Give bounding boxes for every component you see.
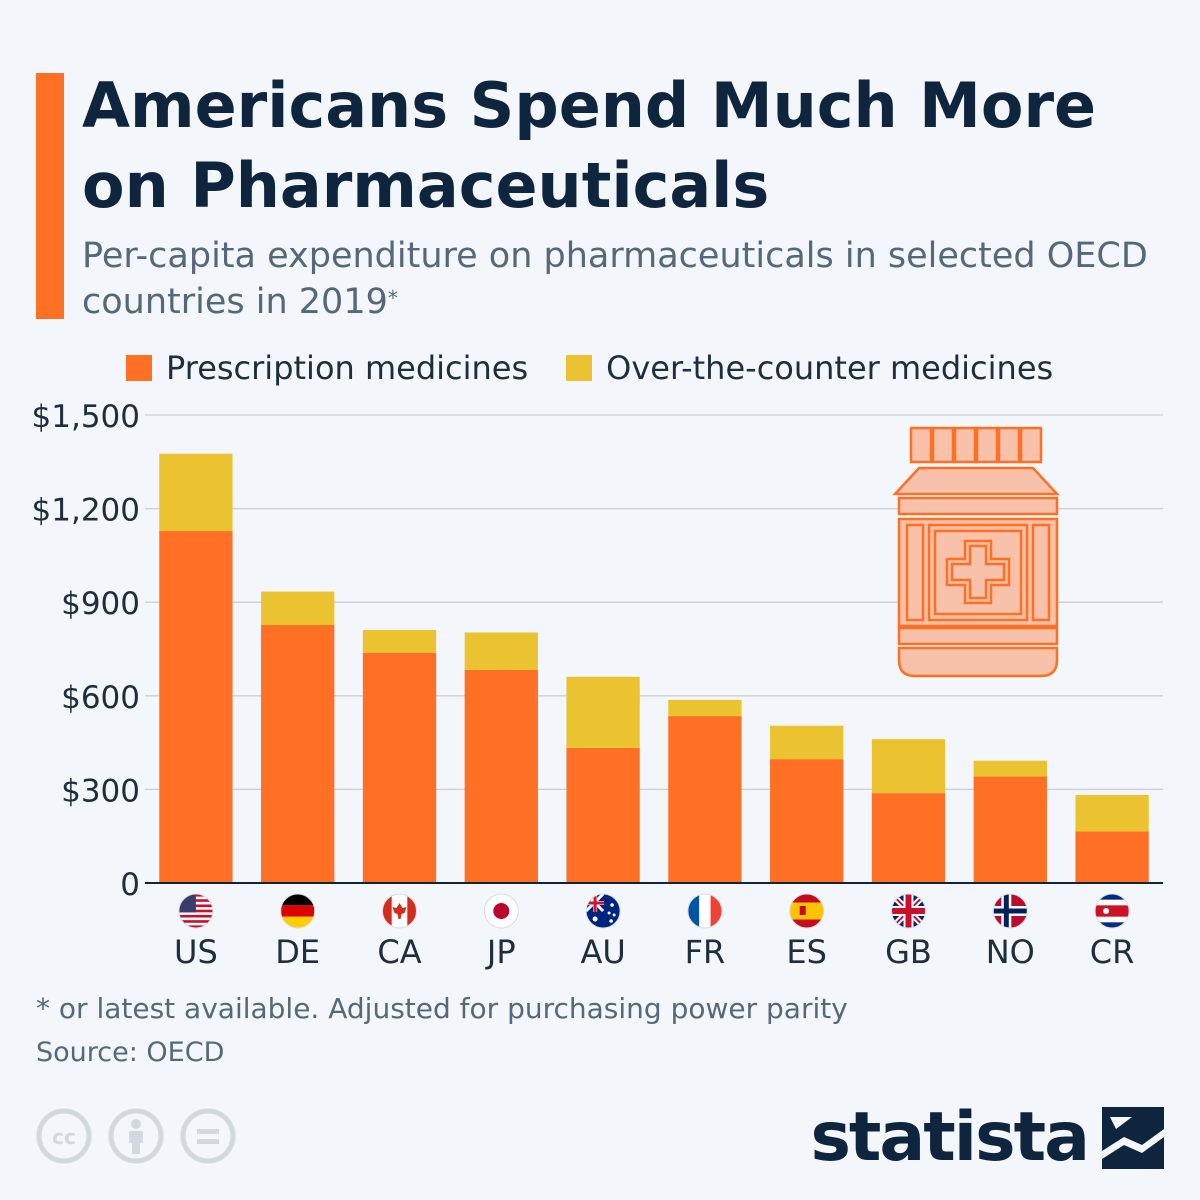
legend-label-otc: Over-the-counter medicines xyxy=(606,349,1054,387)
y-tick-label: $1,500 xyxy=(32,399,140,435)
bar-otc-es xyxy=(770,725,844,760)
subtitle-footnote-mark: * xyxy=(387,286,398,310)
jp-flag-icon xyxy=(483,893,519,929)
ca-flag-icon xyxy=(382,893,417,929)
x-tick-label: FR xyxy=(685,933,726,971)
x-tick-label: US xyxy=(174,933,218,971)
cc-icon[interactable]: cc xyxy=(36,1108,92,1164)
footnote: * or latest available. Adjusted for purc… xyxy=(36,992,848,1025)
bar-otc-de xyxy=(261,591,335,625)
bar-prescription-jp xyxy=(464,669,538,883)
legend-swatch-prescription xyxy=(126,355,152,381)
bar-otc-no xyxy=(973,760,1047,777)
chart-legend: Prescription medicines Over-the-counter … xyxy=(126,346,1091,390)
gb-flag-icon xyxy=(891,893,926,929)
bar-prescription-us xyxy=(159,531,233,883)
x-tick-label: ES xyxy=(786,933,827,971)
bar-prescription-fr xyxy=(668,716,742,883)
stacked-bar-chart: 0 $300 $600 $900 $1,200 $1,500 US DE CA JP AU FR ES… xyxy=(32,399,1163,971)
bar-otc-gb xyxy=(871,739,946,794)
y-tick-label: 0 xyxy=(120,867,140,903)
statista-wordmark: statista xyxy=(810,1098,1090,1177)
x-tick-label: CA xyxy=(377,933,421,971)
no-flag-icon xyxy=(992,893,1028,929)
attribution-icon[interactable] xyxy=(108,1108,164,1164)
bar-otc-fr xyxy=(668,699,742,717)
title-accent-bar xyxy=(36,73,64,319)
statista-brand[interactable]: statista xyxy=(810,1100,1164,1176)
chart-subtitle: Per-capita expenditure on pharmaceutical… xyxy=(82,233,1162,325)
source-note: Source: OECD xyxy=(36,1037,225,1068)
de-flag-icon xyxy=(280,893,316,929)
no-derivatives-icon[interactable] xyxy=(180,1108,236,1164)
bar-prescription-au xyxy=(566,747,640,883)
bar-prescription-cr xyxy=(1075,831,1149,883)
country-flags xyxy=(178,893,1130,929)
cr-flag-icon xyxy=(1094,893,1130,929)
license-icons: cc xyxy=(36,1108,252,1164)
x-axis-tick-labels: US DE CA JP AU FR ES GB NO CR xyxy=(174,933,1134,971)
bar-prescription-ca xyxy=(362,652,437,883)
bar-prescription-de xyxy=(261,624,335,883)
subtitle-text: Per-capita expenditure on pharmaceutical… xyxy=(82,236,1148,322)
bar-otc-us xyxy=(159,453,233,532)
bars xyxy=(159,453,1149,883)
au-flag-icon xyxy=(585,893,621,929)
x-tick-label: GB xyxy=(885,933,932,971)
x-tick-label: JP xyxy=(485,933,516,971)
y-tick-label: $900 xyxy=(61,586,140,622)
bar-prescription-no xyxy=(973,776,1047,883)
bar-otc-jp xyxy=(464,632,538,670)
chart-title: Americans Spend Much More on Pharmaceuti… xyxy=(82,69,1097,222)
bar-otc-au xyxy=(566,676,640,748)
bar-otc-ca xyxy=(362,629,437,653)
us-flag-icon xyxy=(178,893,214,929)
bar-prescription-gb xyxy=(871,793,946,883)
y-tick-label: $600 xyxy=(61,680,140,716)
legend-item-prescription: Prescription medicines xyxy=(126,349,528,387)
x-tick-label: CR xyxy=(1090,933,1135,971)
svg-text:cc: cc xyxy=(52,1125,76,1149)
y-tick-label: $300 xyxy=(61,773,140,809)
x-tick-label: AU xyxy=(580,933,625,971)
bar-otc-cr xyxy=(1075,795,1149,832)
es-flag-icon xyxy=(789,893,825,929)
x-tick-label: NO xyxy=(986,933,1035,971)
legend-swatch-otc xyxy=(566,355,593,381)
legend-item-otc: Over-the-counter medicines xyxy=(566,349,1053,387)
y-tick-label: $1,200 xyxy=(32,493,140,529)
x-tick-label: DE xyxy=(275,933,320,971)
bar-prescription-es xyxy=(770,759,844,883)
fr-flag-icon xyxy=(687,893,723,929)
pill-bottle-icon xyxy=(892,426,1060,678)
statista-logo-icon xyxy=(1102,1107,1164,1169)
legend-label-prescription: Prescription medicines xyxy=(166,349,529,387)
y-axis-tick-labels: 0 $300 $600 $900 $1,200 $1,500 xyxy=(32,399,140,903)
